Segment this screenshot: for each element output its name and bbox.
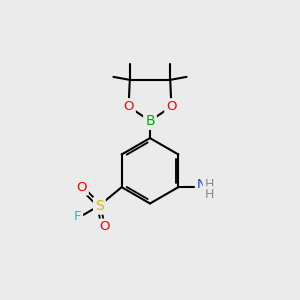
Text: O: O (123, 100, 134, 113)
Text: N: N (197, 178, 207, 191)
Text: O: O (100, 220, 110, 233)
Text: B: B (145, 114, 155, 128)
Text: S: S (95, 199, 104, 213)
Text: H: H (205, 188, 214, 201)
Text: H: H (205, 178, 214, 191)
Text: F: F (74, 210, 81, 224)
Text: O: O (76, 181, 87, 194)
Text: O: O (166, 100, 177, 113)
